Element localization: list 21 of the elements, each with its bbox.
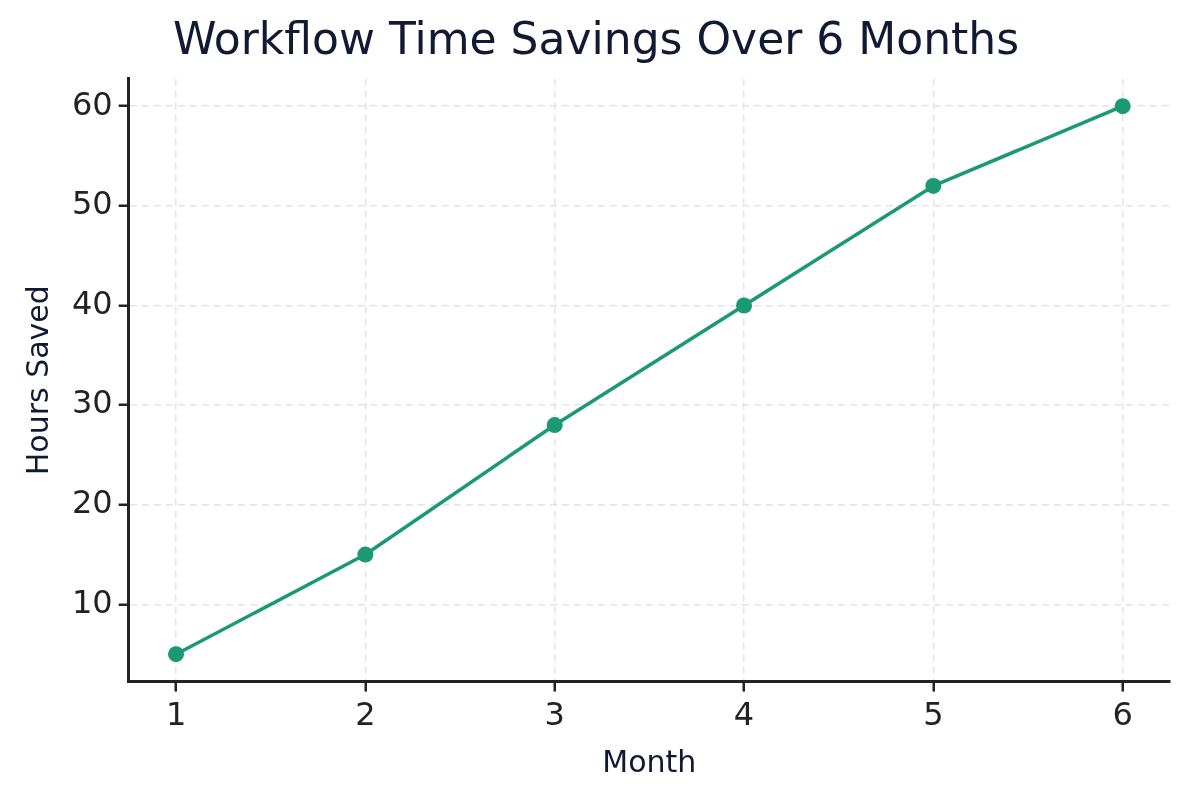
point bbox=[1114, 98, 1131, 115]
x-tick-label: 2 bbox=[355, 695, 376, 734]
y-tick-label: 60 bbox=[72, 84, 113, 123]
y-axis-title: Hours Saved bbox=[19, 285, 55, 476]
y-tick-label: 20 bbox=[72, 483, 113, 522]
point bbox=[546, 417, 563, 434]
x-axis-title: Month bbox=[602, 743, 697, 779]
y-tick-label: 40 bbox=[72, 283, 113, 322]
point bbox=[168, 646, 185, 663]
x-tick-label: 3 bbox=[544, 695, 565, 734]
point bbox=[736, 297, 753, 314]
y-tick-label: 10 bbox=[72, 582, 113, 621]
point bbox=[357, 546, 374, 563]
x-tick-label: 6 bbox=[1112, 695, 1133, 734]
y-tick-label: 50 bbox=[72, 184, 113, 223]
x-tick-label: 5 bbox=[923, 695, 944, 734]
y-tick-label: 30 bbox=[72, 383, 113, 422]
point bbox=[925, 177, 942, 194]
chart-title: Workflow Time Savings Over 6 Months bbox=[172, 12, 1020, 64]
x-tick-label: 4 bbox=[733, 695, 755, 734]
x-tick-label: 1 bbox=[165, 695, 187, 734]
